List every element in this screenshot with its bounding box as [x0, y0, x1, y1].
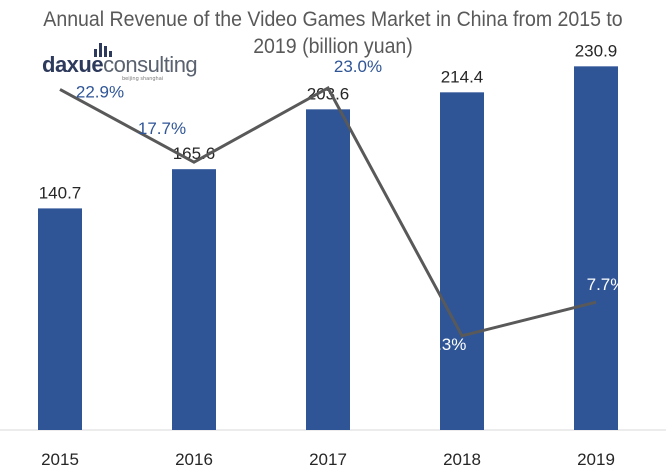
bar-value-labels: 140.7 165.6 203.6 214.4 230.9 [39, 41, 618, 202]
bar-2016 [172, 169, 216, 430]
bar-value-label-2017: 203.6 [307, 84, 350, 103]
bar-value-label-2015: 140.7 [39, 183, 82, 202]
growth-rate-labels: 22.9% 17.7% 23.0% 5.3% 7.7% [76, 57, 625, 354]
growth-label-2017: 23.0% [334, 57, 382, 76]
growth-label-2016: 17.7% [138, 119, 186, 138]
bar-value-label-2018: 214.4 [441, 67, 484, 86]
growth-rate-line [59, 85, 597, 338]
growth-label-2015: 22.9% [76, 82, 124, 101]
x-tick-label-2015: 2015 [41, 450, 79, 469]
x-tick-label-2016: 2016 [175, 450, 213, 469]
growth-label-2019: 7.7% [587, 275, 626, 294]
x-tick-label-2017: 2017 [309, 450, 347, 469]
bar-2015 [38, 208, 82, 430]
logo-tagline: beijing shanghai [122, 76, 164, 82]
x-tick-label-2019: 2019 [577, 450, 615, 469]
bar-2017 [306, 109, 350, 430]
chart-title-line-1: Annual Revenue of the Video Games Market… [43, 8, 623, 31]
logo-brand-part2: consulting [103, 52, 198, 77]
daxue-consulting-logo: daxueconsulting beijing shanghai [42, 42, 212, 82]
bar-series [38, 66, 618, 431]
logo-wordmark: daxueconsulting [42, 52, 198, 78]
bar-2019 [574, 66, 618, 431]
chart-title-line-2: 2019 (billion yuan) [253, 35, 413, 58]
bar-value-label-2016: 165.6 [173, 144, 216, 163]
growth-label-2018: 5.3% [428, 335, 467, 354]
logo-brand-part1: daxue [42, 52, 104, 77]
bar-2018 [440, 92, 484, 430]
chart-title: Annual Revenue of the Video Games Market… [23, 6, 642, 60]
x-tick-label-2018: 2018 [443, 450, 481, 469]
bar-value-label-2019: 230.9 [575, 41, 618, 60]
x-tick-labels: 2015 2016 2017 2018 2019 [41, 450, 615, 469]
